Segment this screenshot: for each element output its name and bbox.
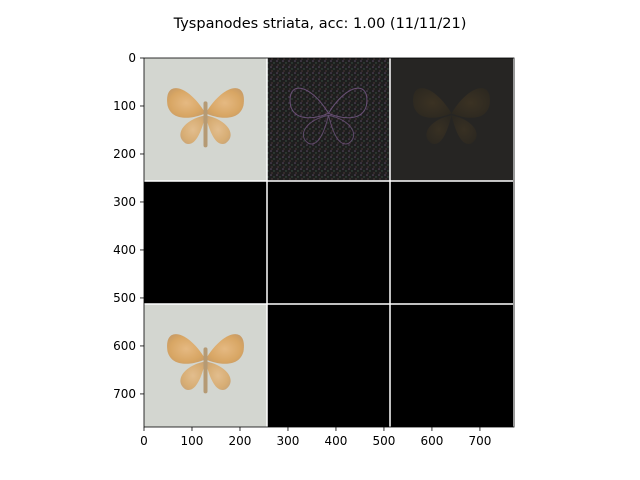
y-tick-label: 400 (113, 243, 136, 257)
x-tick-label: 600 (420, 434, 443, 448)
x-tick-label: 400 (325, 434, 348, 448)
grid-tile (390, 58, 513, 181)
y-tick-label: 600 (113, 339, 136, 353)
moth-image (289, 87, 368, 145)
grid-tile (144, 304, 267, 427)
grid-tile (267, 304, 390, 427)
y-tick-label: 700 (113, 387, 136, 401)
y-tick-label: 100 (113, 99, 136, 113)
moth-image (167, 88, 244, 148)
grid-tile (390, 304, 513, 427)
x-axis: 0 100 200 300 400 500 600 700 (140, 427, 491, 448)
x-tick-label: 100 (181, 434, 204, 448)
x-tick-label: 300 (277, 434, 300, 448)
y-tick-label: 300 (113, 195, 136, 209)
y-axis: 0 100 200 300 400 500 600 700 (113, 51, 144, 401)
grid-lines (144, 58, 513, 427)
y-tick-label: 500 (113, 291, 136, 305)
x-tick-label: 200 (229, 434, 252, 448)
x-tick-label: 500 (372, 434, 395, 448)
y-tick-label: 0 (128, 51, 136, 65)
moth-image (413, 88, 490, 144)
grid-tile (267, 181, 390, 304)
x-tick-label: 700 (468, 434, 491, 448)
grid-tile (390, 181, 513, 304)
figure-title: Tyspanodes striata, acc: 1.00 (11/11/21) (173, 16, 467, 32)
x-tick-label: 0 (140, 434, 148, 448)
grid-tile (144, 181, 267, 304)
grid-tile (144, 58, 267, 181)
y-tick-label: 200 (113, 147, 136, 161)
axes-frame (143, 57, 515, 428)
tiles-layer (144, 58, 513, 427)
moth-image (167, 334, 244, 394)
grid-tile (267, 58, 390, 181)
